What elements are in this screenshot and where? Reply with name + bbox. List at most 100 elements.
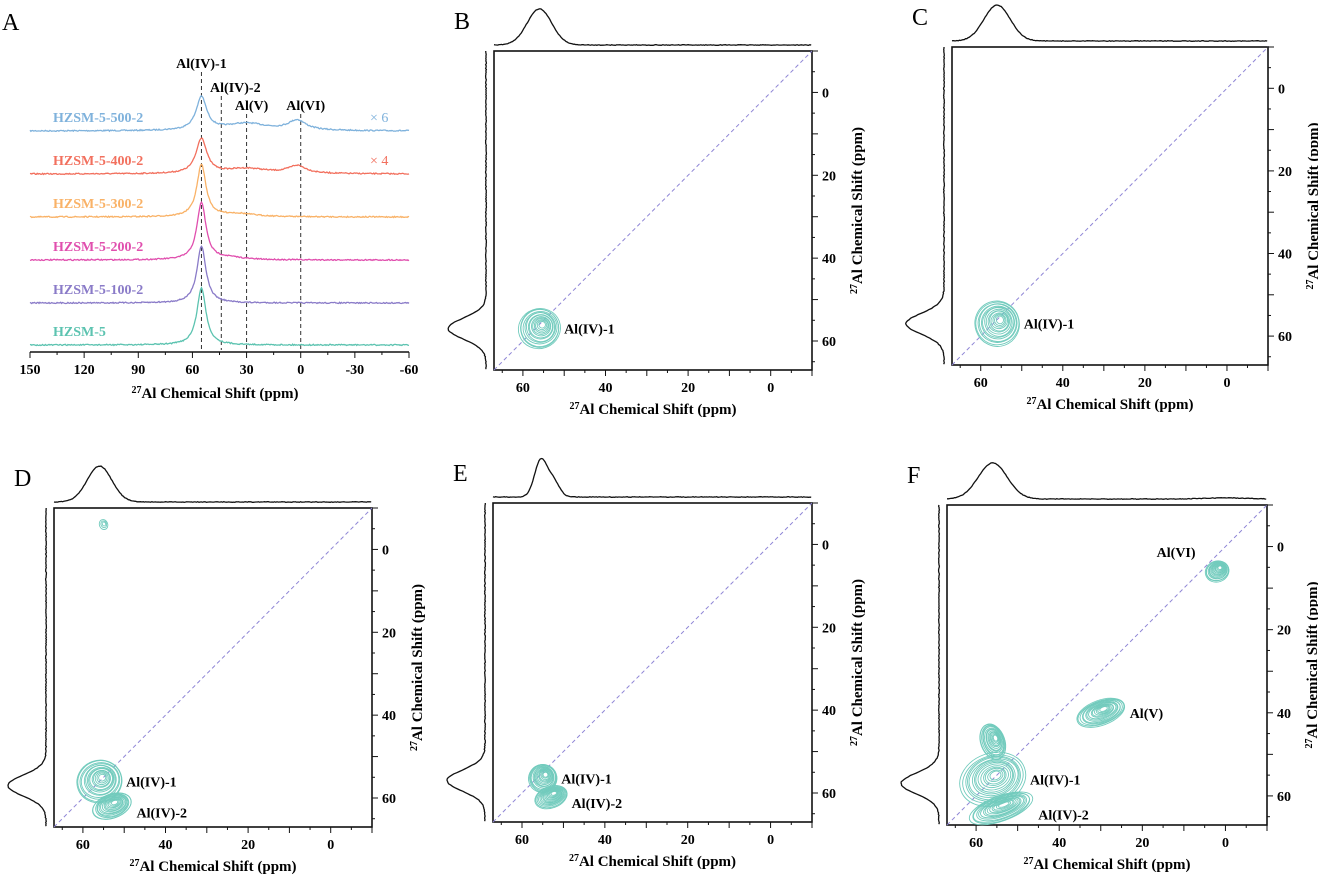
x-tick-label: 40 [159,838,173,853]
contour-line [539,769,551,782]
peak-label: Al(VI) [286,99,325,114]
contour-line [993,799,1014,811]
f2-projection [492,457,812,499]
contour-line [539,787,565,805]
diagonal-line [951,46,1269,366]
contour-line [110,799,119,806]
x-tick-label: 40 [1052,836,1066,851]
contour-line [998,801,1010,808]
contour-line [92,792,132,820]
y-tick-label: 20 [1278,165,1292,180]
y-tick-label: 0 [1277,541,1284,556]
y-tick-label: 40 [1277,707,1291,722]
contour-line [88,767,114,792]
x-tick-label: 60 [76,838,90,853]
y-tick-label: 40 [822,252,836,267]
axis-title: 27Al Chemical Shift (ppm) [1026,396,1193,413]
y-tick-label: 60 [822,335,836,350]
contour-line [1086,701,1118,721]
contour-line [534,767,554,787]
panel-letter: F [907,463,920,489]
f1-projection [905,47,946,365]
panel-E: E 60 40 20 0 0 20 40 60 27Al Chemical Shift (ppm)… [446,457,866,870]
contour-line [97,794,129,816]
x-tick-label: 40 [598,833,612,848]
x-tick-label: 60 [516,381,530,396]
scale-label: × 6 [370,111,388,126]
x-tick-label: 60 [185,363,199,378]
x-tick-label: 30 [240,363,254,378]
contour-line [980,765,1009,789]
contour-line [522,311,558,345]
x-tick-label: 20 [241,838,255,853]
panel-letter: C [912,5,928,31]
contour-line [525,312,555,343]
y-tick-label: 20 [1277,624,1291,639]
contour-line [976,793,1028,822]
contour-line [978,303,1017,343]
contour-line [550,791,557,796]
x-tick-label: 0 [1222,836,1229,851]
x-tick-label: 60 [969,836,983,851]
panel-letter: A [2,10,20,36]
spectrum-line [29,245,410,305]
x-tick-label: 120 [74,363,95,378]
contour-line [990,312,1008,330]
contour-line [975,301,1020,346]
series-label: HZSM-5-200-2 [53,240,143,255]
contour-line [1217,565,1223,570]
series-label: HZSM-5-100-2 [53,283,143,298]
axis-title: 27Al Chemical Shift (ppm) [569,401,736,418]
contour-line [991,799,1015,812]
axis-title: 27Al Chemical Shift (ppm) [1023,856,1190,873]
x-tick-label: 60 [974,376,988,391]
y-tick-label: 20 [822,169,836,184]
peak-label: Al(V) [1130,707,1164,722]
x-tick-label: 20 [1135,836,1149,851]
contour-line [540,770,550,781]
contour-line [107,798,121,808]
peak-label: Al(VI) [1157,546,1196,561]
panel-B: B 60 40 20 0 0 20 40 60 27Al Chemical Shift (ppm)… [447,8,866,418]
contour-line [1082,700,1121,724]
contour-line [533,317,550,334]
x-tick-label: 60 [515,833,529,848]
contour-line [104,797,123,811]
contour-line [989,770,1002,781]
contour-line [1209,562,1228,578]
contour-line [89,768,113,791]
contour-line [984,727,1004,754]
contour-line [527,314,554,340]
axis-title: 27Al Chemical Shift (ppm) [569,853,736,870]
peak-label: Al(IV)-2 [572,797,623,812]
contour-line [101,521,107,527]
panel-letter: B [454,9,470,35]
diagonal-line [492,502,813,823]
peak-label: Al(IV)-2 [210,81,261,96]
contour-line [978,794,1026,820]
contour-line [986,729,1003,751]
contour-line [979,723,1007,760]
y-tick-label: 0 [822,538,829,553]
contour-line [981,305,1015,340]
contour-line [517,308,561,350]
axis-title: 27Al Chemical Shift (ppm) [131,385,298,402]
x-tick-label: 0 [297,363,304,378]
spectrum-line [29,163,410,219]
contour-line [96,772,108,784]
axis-title: 27Al Chemical Shift (ppm) [849,127,866,294]
peak-label: Al(IV)-1 [176,57,227,72]
contour-line [959,751,1027,807]
y-tick-label: 60 [1278,330,1292,345]
plot-frame [951,46,1269,366]
contour-line [995,315,1004,325]
contour-line [981,724,1006,758]
contour-group [76,519,132,820]
y-tick-label: 20 [382,626,396,641]
contour-line [995,800,1012,810]
spectrum-line [29,200,410,262]
x-tick-label: 150 [20,363,41,378]
contour-group [959,560,1230,826]
plot-frame [946,504,1268,826]
contour-line [531,316,552,337]
